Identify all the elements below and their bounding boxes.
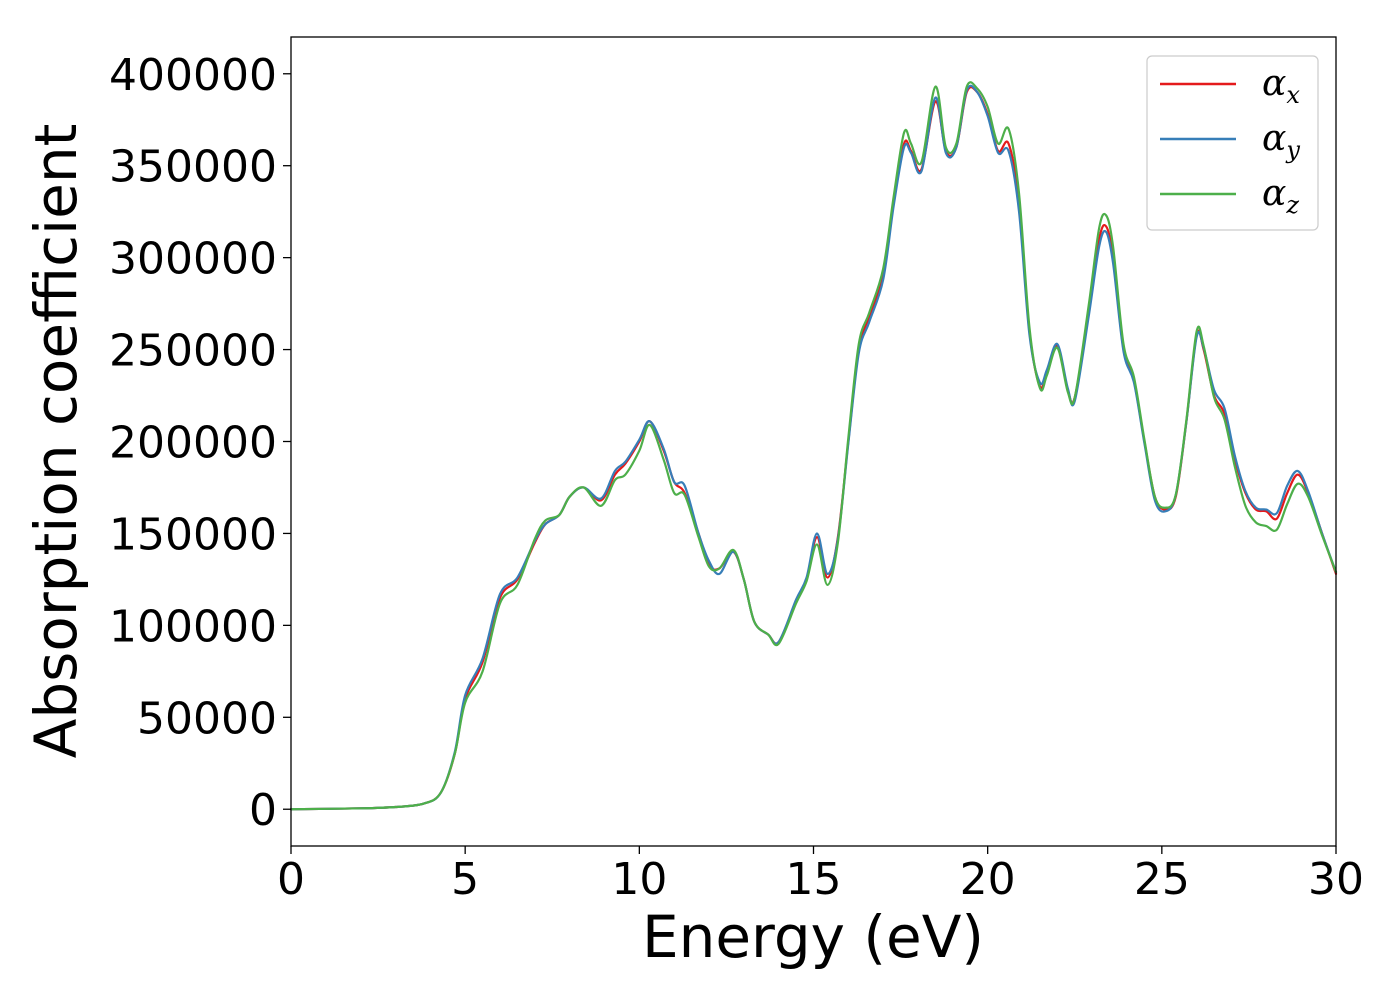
legend-symbol: α xyxy=(1262,63,1286,104)
x-axis-ticks: 0 5 10 15 20 25 30 xyxy=(277,846,1364,905)
x-tick-label: 15 xyxy=(786,854,842,905)
legend-item-z: αz xyxy=(1160,173,1299,219)
y-tick-label: 150000 xyxy=(109,509,277,560)
x-tick-label: 25 xyxy=(1134,854,1190,905)
legend-symbol: α xyxy=(1262,118,1286,159)
legend-box xyxy=(1146,55,1319,231)
y-tick-label: 250000 xyxy=(109,326,277,377)
legend-subscript: x xyxy=(1286,81,1300,109)
legend-subscript: y xyxy=(1285,136,1300,164)
y-axis-ticks: 0 50000 100000 150000 200000 250000 300000 3500… xyxy=(109,50,291,836)
y-tick-label: 350000 xyxy=(109,142,277,193)
series-line-z xyxy=(289,81,1338,811)
x-tick-label: 0 xyxy=(277,854,305,905)
x-axis-title: Energy (eV) xyxy=(642,903,984,971)
legend-item-x: αx xyxy=(1160,63,1300,109)
legend-item-y: αy xyxy=(1160,118,1300,164)
legend-symbol: α xyxy=(1262,173,1286,214)
x-tick-label: 30 xyxy=(1308,854,1364,905)
x-tick-label: 10 xyxy=(611,854,667,905)
y-tick-label: 400000 xyxy=(109,50,277,101)
x-tick-label: 5 xyxy=(451,854,479,905)
y-tick-label: 100000 xyxy=(109,601,277,652)
legend-label: αz xyxy=(1262,173,1299,219)
legend-subscript: z xyxy=(1285,191,1299,219)
y-tick-label: 200000 xyxy=(109,418,277,469)
y-tick-label: 50000 xyxy=(137,693,277,744)
x-tick-label: 20 xyxy=(960,854,1016,905)
series-layer xyxy=(289,81,1338,811)
legend-label: αx xyxy=(1262,63,1300,109)
y-tick-label: 300000 xyxy=(109,234,277,285)
y-tick-label: 0 xyxy=(249,785,277,836)
legend-label: αy xyxy=(1262,118,1300,164)
y-axis-title: Absorption coefficient xyxy=(22,124,90,759)
